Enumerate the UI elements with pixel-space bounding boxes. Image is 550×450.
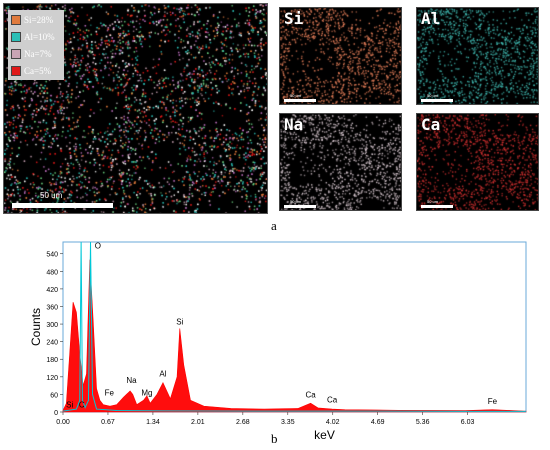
y-tick-label: 240 xyxy=(46,340,58,347)
si-scale-bar xyxy=(284,99,316,102)
x-tick-label: 0.00 xyxy=(56,419,70,426)
x-tick-label: 3.35 xyxy=(281,419,295,426)
eds-spectrum-chart: 0 60 120 180 240 300 360 420 480 540 0.00 0.67 1.34 2… xyxy=(29,241,527,442)
ca-scale-label: 50 um xyxy=(427,199,439,204)
x-tick-label: 0.67 xyxy=(101,419,115,426)
legend-label: Na=7% xyxy=(24,48,52,59)
legend-entry: Si=28% xyxy=(8,11,64,28)
peak-label: Si xyxy=(176,317,183,326)
legend-swatch xyxy=(11,31,21,42)
na-scale-label: 50 um xyxy=(290,199,302,204)
element-map-label: Na xyxy=(284,115,304,134)
peak-label: O xyxy=(95,241,101,250)
plot-frame xyxy=(62,241,527,413)
al-scale-label: 50 um xyxy=(427,93,439,98)
x-tick-label: 4.02 xyxy=(326,419,340,426)
peak-label: Fe xyxy=(488,397,498,406)
element-map-label: Al xyxy=(421,9,441,28)
ca-map-dots xyxy=(417,114,538,210)
x-tick-label: 2.68 xyxy=(236,419,250,426)
figure-a-caption: a xyxy=(271,218,277,233)
element-map-ca: Ca 50 um xyxy=(416,113,539,211)
main-scale-bar xyxy=(12,203,113,208)
y-axis-label: Counts xyxy=(29,308,43,346)
peak-label: Ca xyxy=(327,396,338,405)
y-tick-label: 540 xyxy=(46,252,58,259)
x-axis-label: keV xyxy=(314,428,335,442)
composite-legend: Si=28% Al=10% Na=7% Ca=5% xyxy=(8,10,64,80)
peak-label: Mg xyxy=(141,389,152,398)
legend-swatch xyxy=(11,65,21,76)
y-tick-label: 480 xyxy=(46,269,58,276)
element-map-label: Si xyxy=(284,9,304,28)
x-tick-label: 2.01 xyxy=(191,419,205,426)
legend-entry: Na=7% xyxy=(8,45,64,62)
y-tick-label: 0 xyxy=(54,410,58,417)
x-tick-label: 5.36 xyxy=(416,419,430,426)
legend-swatch xyxy=(11,48,21,59)
spectrum-series-fill xyxy=(62,259,527,413)
peak-label: C xyxy=(79,400,85,409)
legend-label: Ca=5% xyxy=(24,65,52,76)
ca-scale-bar xyxy=(421,205,453,208)
legend-entry: Al=10% xyxy=(8,28,64,45)
main-scale-label: 50 um xyxy=(40,191,63,200)
peak-label: Fe xyxy=(105,388,115,397)
element-map-na: Na 50 um xyxy=(279,113,402,211)
element-map-label: Ca xyxy=(421,115,441,134)
figure-b-caption: b xyxy=(271,431,278,446)
x-tick-label: 1.34 xyxy=(146,419,160,426)
y-tick-label: 60 xyxy=(50,392,58,399)
y-tick-label: 120 xyxy=(46,375,58,382)
y-tick-label: 300 xyxy=(46,322,58,329)
y-tick-label: 360 xyxy=(46,304,58,311)
peak-label: Ca xyxy=(305,391,316,400)
spectrum-series-line xyxy=(62,241,526,412)
x-tick-label: 4.69 xyxy=(371,419,385,426)
peak-label: Na xyxy=(126,376,137,385)
y-tick-label: 180 xyxy=(46,357,58,364)
legend-label: Si=28% xyxy=(24,14,54,25)
element-map-si: Si 50 um xyxy=(279,7,402,105)
legend-label: Al=10% xyxy=(24,31,55,42)
x-tick-label: 6.03 xyxy=(461,419,475,426)
na-map-dots xyxy=(280,114,401,210)
peak-label: Al xyxy=(159,369,166,378)
si-map-dots xyxy=(280,8,401,104)
si-scale-label: 50 um xyxy=(290,93,302,98)
al-map-dots xyxy=(417,8,538,104)
legend-entry: Ca=5% xyxy=(8,62,64,79)
legend-swatch xyxy=(11,14,21,25)
na-scale-bar xyxy=(284,205,316,208)
element-map-al: Al 50 um xyxy=(416,7,539,105)
composite-eds-map: Si=28% Al=10% Na=7% Ca=5% 50 um xyxy=(3,3,268,214)
al-scale-bar xyxy=(421,99,453,102)
peak-label: Si xyxy=(66,400,73,409)
y-tick-label: 420 xyxy=(46,287,58,294)
spectrum-plot-area: 0 60 120 180 240 300 360 420 480 540 0.00 0.67 1.34 2… xyxy=(29,241,527,442)
